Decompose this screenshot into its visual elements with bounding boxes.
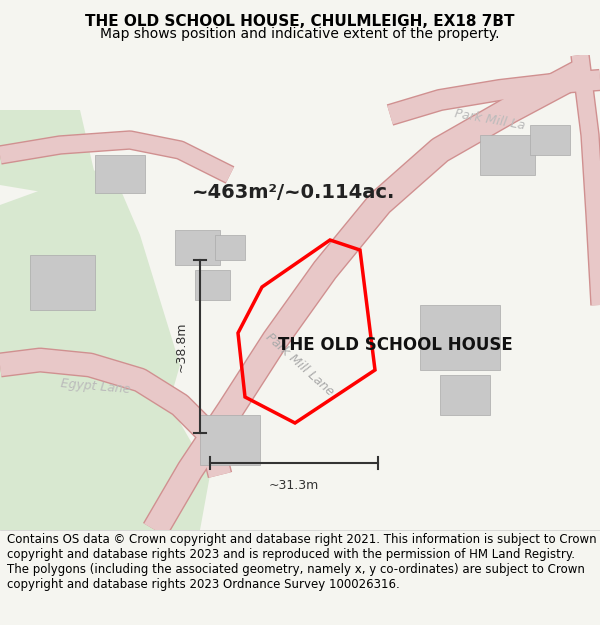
Text: THE OLD SCHOOL HOUSE: THE OLD SCHOOL HOUSE	[278, 336, 512, 354]
Text: THE OLD SCHOOL HOUSE, CHULMLEIGH, EX18 7BT: THE OLD SCHOOL HOUSE, CHULMLEIGH, EX18 7…	[85, 14, 515, 29]
Polygon shape	[175, 230, 220, 265]
Polygon shape	[0, 405, 210, 530]
Polygon shape	[95, 155, 145, 193]
Text: Park Mill La: Park Mill La	[454, 107, 526, 132]
Polygon shape	[200, 415, 260, 465]
Text: Contains OS data © Crown copyright and database right 2021. This information is : Contains OS data © Crown copyright and d…	[7, 533, 597, 591]
Text: Egypt Lane: Egypt Lane	[59, 378, 130, 396]
Polygon shape	[0, 165, 180, 530]
Polygon shape	[420, 305, 500, 370]
Polygon shape	[0, 110, 95, 195]
Polygon shape	[440, 375, 490, 415]
Text: ~38.8m: ~38.8m	[175, 321, 188, 372]
Text: ~463m²/~0.114ac.: ~463m²/~0.114ac.	[192, 184, 395, 203]
Text: Map shows position and indicative extent of the property.: Map shows position and indicative extent…	[100, 28, 500, 41]
Polygon shape	[215, 235, 245, 260]
Text: Park Mill Lane: Park Mill Lane	[263, 331, 337, 399]
Polygon shape	[195, 270, 230, 300]
Polygon shape	[30, 255, 95, 310]
Text: ~31.3m: ~31.3m	[269, 479, 319, 492]
Polygon shape	[480, 135, 535, 175]
Polygon shape	[530, 125, 570, 155]
